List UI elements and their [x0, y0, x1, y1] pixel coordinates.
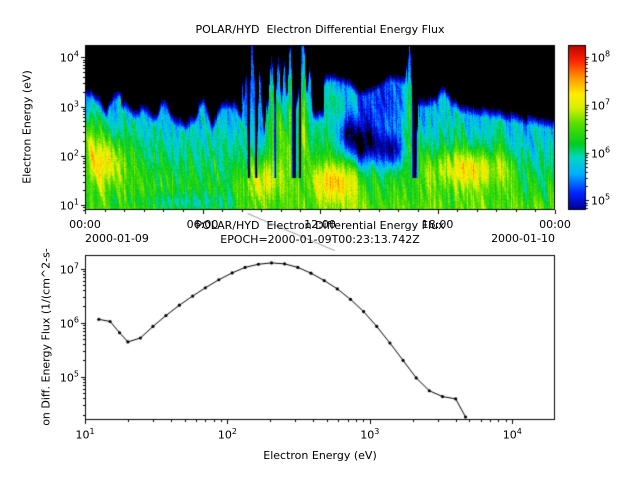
- line-plot-area: [85, 255, 555, 420]
- top-chart-title: POLAR/HYD Electron Differential Energy F…: [195, 23, 445, 36]
- bottom-xlabel: Electron Energy (eV): [263, 449, 377, 462]
- top-x-date-right: 2000-01-10: [491, 232, 555, 245]
- top-x-date-left: 2000-01-09: [85, 232, 149, 245]
- top-ylabel-text: Electron Energy (eV): [20, 70, 34, 184]
- bottom-ylabel-text: on Diff. Energy Flux (1/(cm^2-s-: [39, 248, 53, 426]
- spectrogram-plot-area[interactable]: [85, 45, 555, 210]
- bottom-chart-subtitle: EPOCH=2000-01-09T00:23:13.742Z: [220, 233, 420, 246]
- bottom-chart-title: POLAR/HYD Electron Differential Energy F…: [195, 219, 445, 232]
